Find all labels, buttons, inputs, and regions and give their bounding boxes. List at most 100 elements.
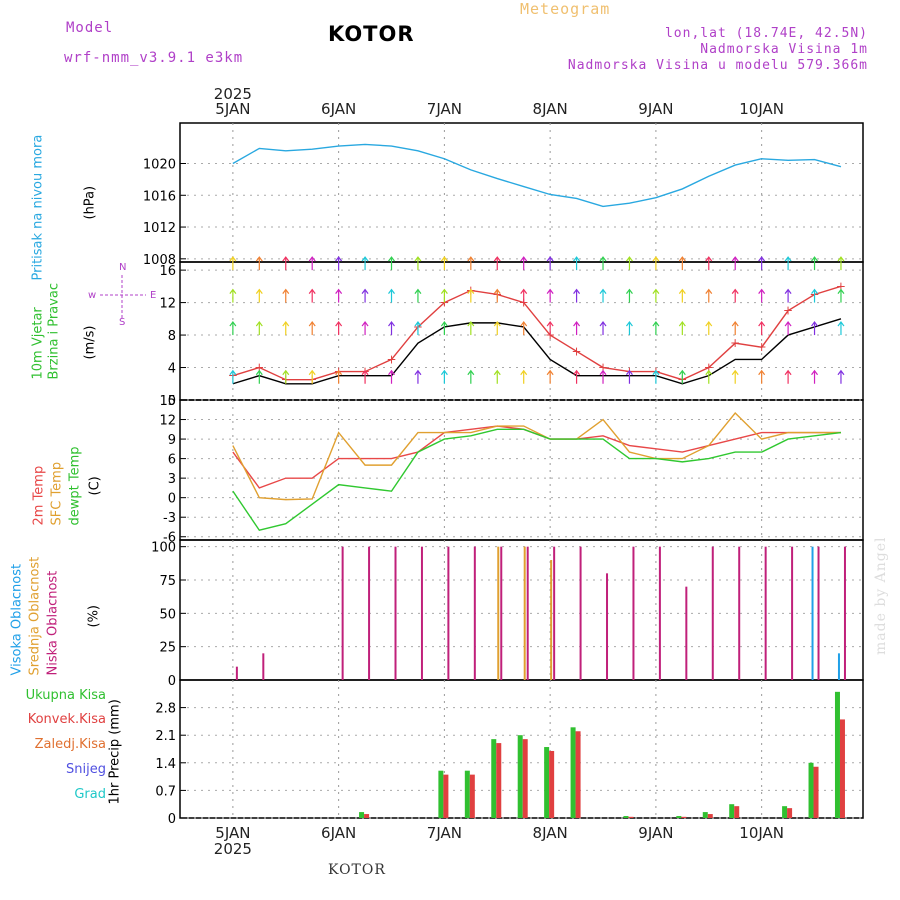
- wind-direction-arrowhead: [229, 288, 237, 294]
- precip-conv-bar: [443, 774, 449, 818]
- wind-gust-marker: +: [757, 340, 767, 354]
- year-label-top: 2025: [214, 85, 252, 103]
- temp-sfc-line: [232, 411, 841, 501]
- precip-conv-bar: [734, 806, 740, 818]
- lonlat-label: lon,lat (18.74E, 42.5N): [664, 26, 868, 41]
- cloud-low-bar: [685, 586, 688, 680]
- wind-direction-arrowhead: [361, 256, 369, 262]
- x-day-label-top-3: 8JAN: [533, 100, 568, 118]
- cloud-low-bar: [235, 666, 238, 680]
- wind-direction-arrowhead: [784, 321, 792, 327]
- cloud-low-bar: [500, 546, 503, 680]
- wind-direction-arrowhead: [625, 256, 633, 262]
- temp-2m-line: [232, 425, 841, 489]
- precip-conv-bar: [707, 814, 713, 818]
- wind-direction-arrowhead: [440, 321, 448, 327]
- y-tick-label-3-2: 50: [159, 607, 176, 622]
- wind-speed-line: [232, 318, 842, 385]
- y-tick-label-2-0: -6: [163, 531, 176, 546]
- y-tick-label-2-4: 6: [168, 453, 176, 468]
- wind-direction-arrowhead: [546, 321, 554, 327]
- precip-total-bar: [359, 812, 365, 818]
- y-tick-label-3-0: 0: [168, 674, 176, 689]
- wind-direction-arrowhead: [361, 321, 369, 327]
- wind-direction-arrowhead: [308, 256, 316, 262]
- wind-direction-arrowhead: [361, 369, 369, 376]
- wind-direction-arrowhead: [599, 256, 607, 262]
- cloud-low-bar: [394, 546, 397, 680]
- wind-direction-arrowhead: [440, 256, 448, 262]
- cloud-low-bar: [447, 546, 450, 680]
- year-label-bottom: 2025: [214, 840, 252, 858]
- precip-conv-bar: [813, 766, 819, 818]
- y-tick-label-0-2: 1016: [143, 189, 176, 204]
- wind-direction-arrowhead: [467, 321, 475, 327]
- wind-direction-arrowhead: [493, 321, 501, 327]
- precip-total-bar: [517, 735, 523, 818]
- wind-direction-arrowhead: [282, 256, 290, 262]
- cloud-low-bar: [473, 546, 476, 680]
- cloud-low-bar: [526, 546, 529, 680]
- wind-direction-arrowhead: [731, 369, 739, 376]
- precip-total-bar: [834, 691, 840, 818]
- wind-direction-arrowhead: [493, 369, 501, 376]
- wind-legend-s: S: [119, 317, 125, 328]
- y-tick-label-1-0: 0: [168, 394, 176, 409]
- precip-total-bar: [544, 747, 550, 818]
- wind-direction-arrowhead: [414, 369, 422, 376]
- cloud-low-bar: [579, 546, 582, 680]
- precip-conv-legend: Konvek.Kisa: [27, 712, 106, 727]
- precip-total-bar: [464, 770, 470, 818]
- wind-direction-arrowhead: [731, 256, 739, 262]
- precip-total-bar: [808, 762, 814, 818]
- wind-direction-arrowhead: [229, 321, 237, 327]
- cloud-low-bar: [738, 546, 741, 680]
- y-tick-label-3-1: 25: [159, 641, 176, 656]
- precip-conv-bar: [522, 739, 528, 818]
- wind-direction-arrowhead: [520, 288, 528, 294]
- precip-total-bar: [729, 804, 735, 818]
- wind-direction-arrowhead: [705, 321, 713, 327]
- cloud-high-bar: [837, 653, 840, 680]
- wind-direction-arrowhead: [731, 321, 739, 327]
- wind-direction-arrowhead: [388, 256, 395, 262]
- wind-legend-n: N: [119, 262, 126, 273]
- y-tick-label-1-2: 8: [168, 329, 176, 344]
- wind-direction-arrowhead: [493, 256, 501, 262]
- footer-station: KOTOR: [328, 862, 386, 878]
- wind-direction-arrowhead: [625, 369, 633, 376]
- wind-direction-arrowhead: [335, 321, 343, 327]
- wind-direction-arrowhead: [625, 288, 633, 294]
- cloud-low-bar: [632, 546, 635, 680]
- wind-gust-marker: +: [386, 352, 396, 366]
- precip-conv-bar: [496, 743, 502, 818]
- precip-conv-bar: [469, 774, 475, 818]
- wind-direction-arrowhead: [837, 288, 845, 294]
- cloud-low-bar: [658, 546, 661, 680]
- y-tick-label-4-2: 1.4: [155, 757, 176, 772]
- cloud-mid-bar: [497, 546, 500, 680]
- model-label: Model: [66, 20, 114, 36]
- cloud-low-bar: [711, 546, 714, 680]
- wind-direction-arrowhead: [255, 256, 263, 262]
- y-tick-label-2-1: -3: [163, 511, 176, 526]
- y-tick-label-4-1: 0.7: [155, 784, 176, 799]
- wind-gust-marker: +: [254, 361, 264, 375]
- wind-direction-arrowhead: [599, 321, 607, 327]
- wind-direction-arrowhead: [388, 288, 395, 294]
- wind-direction-arrowhead: [255, 288, 263, 294]
- wind-direction-arrowhead: [599, 288, 607, 294]
- wind-direction-arrowhead: [811, 321, 819, 327]
- y-tick-label-2-2: 0: [168, 492, 176, 507]
- y-tick-label-4-3: 2.1: [155, 729, 176, 744]
- wind-direction-arrowhead: [573, 288, 581, 294]
- wind-direction-arrowhead: [811, 288, 819, 294]
- wind-direction-arrowhead: [811, 256, 819, 262]
- wind-direction-arrowhead: [599, 369, 607, 376]
- wind-direction-arrowhead: [652, 256, 660, 262]
- cloud-mid-bar: [523, 546, 526, 680]
- wind-direction-arrowhead: [652, 369, 660, 376]
- wind-direction-arrowhead: [573, 256, 581, 262]
- wind-direction-arrowhead: [229, 256, 237, 262]
- cloud-high-bar: [811, 546, 814, 680]
